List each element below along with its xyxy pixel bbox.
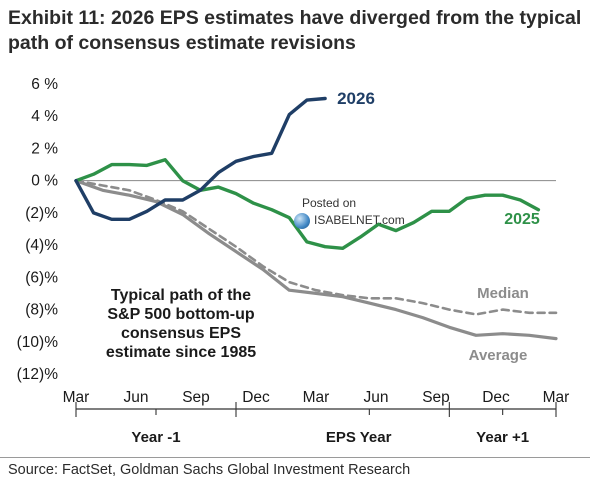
series-label-2025: 2025 xyxy=(504,211,540,228)
series-line-2025 xyxy=(74,157,541,251)
series-label-average: Average xyxy=(469,347,528,364)
chart-annotation-line: S&P 500 bottom-up xyxy=(107,306,255,323)
y-tick-label: (4)% xyxy=(25,237,58,254)
x-tick-label: Dec xyxy=(482,389,510,406)
source-note: Source: FactSet, Goldman Sachs Global In… xyxy=(8,462,411,478)
y-tick-label: 4 % xyxy=(31,108,58,125)
chart-annotation-line: consensus EPS xyxy=(121,325,241,342)
series-line-2026 xyxy=(74,96,327,222)
y-tick-label: (6)% xyxy=(25,269,58,286)
chart-annotation-line: Typical path of the xyxy=(111,287,251,304)
x-tick-label: Mar xyxy=(63,389,90,406)
series-line-average xyxy=(74,179,558,341)
x-tick-label: Jun xyxy=(124,389,149,406)
eps-revisions-chart: 6 %4 %2 %0 %(2)%(4)%(6)%(8)%(10)%(12)%Ma… xyxy=(17,76,570,446)
series-label-2026: 2026 xyxy=(337,89,375,108)
series-label-median: Median xyxy=(477,285,529,302)
source-divider xyxy=(0,457,590,458)
y-tick-label: 6 % xyxy=(31,76,58,93)
watermark-posted-on: Posted on xyxy=(302,196,357,210)
x-tick-label: Sep xyxy=(422,389,450,406)
y-tick-label: (2)% xyxy=(25,205,58,222)
x-tick-label: Sep xyxy=(182,389,210,406)
y-tick-label: 0 % xyxy=(31,173,58,190)
globe-icon xyxy=(294,213,310,229)
y-tick-label: (12)% xyxy=(17,366,59,383)
x-tick-label: Jun xyxy=(364,389,389,406)
x-group-label: Year +1 xyxy=(476,429,529,446)
page-title: Exhibit 11: 2026 EPS estimates have dive… xyxy=(8,7,582,54)
chart-annotation-line: estimate since 1985 xyxy=(106,344,256,361)
y-tick-label: 2 % xyxy=(31,140,58,157)
watermark-site: ISABELNET.com xyxy=(314,213,405,227)
series-line-median xyxy=(74,179,558,316)
x-group-label: EPS Year xyxy=(326,429,392,446)
x-tick-label: Mar xyxy=(303,389,330,406)
x-tick-label: Dec xyxy=(242,389,270,406)
x-tick-label: Mar xyxy=(543,389,570,406)
x-group-label: Year -1 xyxy=(131,429,180,446)
y-tick-label: (10)% xyxy=(17,334,59,351)
y-tick-label: (8)% xyxy=(25,302,58,319)
